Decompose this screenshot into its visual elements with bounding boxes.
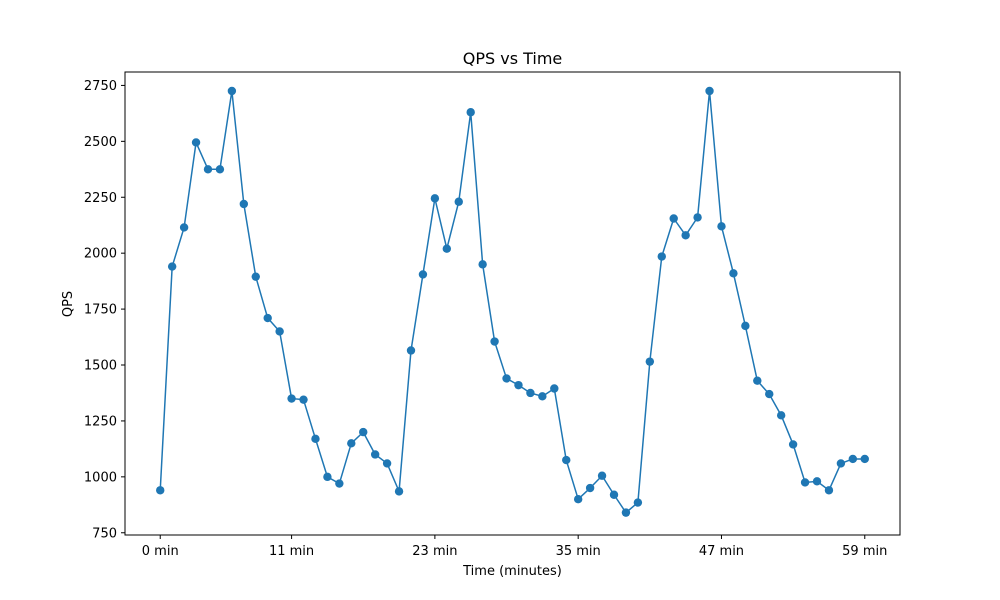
data-point xyxy=(442,244,452,253)
x-axis-label: Time (minutes) xyxy=(462,564,562,579)
y-tick-label: 2000 xyxy=(84,247,117,262)
data-point xyxy=(203,165,213,174)
data-point xyxy=(860,454,869,464)
data-point xyxy=(311,434,320,444)
data-point xyxy=(657,252,666,261)
data-point xyxy=(347,439,356,448)
data-point xyxy=(454,197,463,206)
data-point xyxy=(550,384,559,393)
data-point xyxy=(490,337,499,346)
data-point xyxy=(788,440,798,449)
data-point xyxy=(275,327,284,336)
data-point xyxy=(741,321,750,331)
data-point xyxy=(526,388,535,398)
data-point xyxy=(394,487,404,496)
x-tick-label: 23 min xyxy=(412,544,457,559)
data-point xyxy=(287,394,296,403)
data-point xyxy=(848,454,858,464)
data-point xyxy=(693,213,702,222)
data-point xyxy=(729,269,738,278)
y-tick-label: 750 xyxy=(92,526,117,541)
data-point xyxy=(717,222,726,231)
data-point xyxy=(621,508,631,517)
plot-area xyxy=(156,86,869,517)
data-point xyxy=(645,357,655,366)
data-point xyxy=(227,86,237,96)
data-point xyxy=(323,472,332,482)
x-tick-label: 35 min xyxy=(556,544,601,559)
data-point xyxy=(597,471,607,480)
data-point xyxy=(585,483,595,493)
data-point xyxy=(681,231,690,240)
data-point xyxy=(167,262,177,271)
data-point xyxy=(418,270,428,279)
chart-title: QPS vs Time xyxy=(463,49,563,68)
data-point xyxy=(179,223,189,232)
data-point xyxy=(633,498,643,507)
data-point xyxy=(251,272,260,281)
data-point xyxy=(800,478,810,487)
x-tick-label: 11 min xyxy=(269,544,314,559)
data-point xyxy=(406,346,416,355)
data-point xyxy=(538,392,547,401)
data-point xyxy=(191,138,201,147)
data-point xyxy=(215,165,225,174)
data-point xyxy=(478,260,487,269)
data-point xyxy=(335,479,344,488)
data-point xyxy=(776,411,786,420)
data-point xyxy=(836,459,846,468)
data-point xyxy=(812,477,822,486)
y-tick-label: 1750 xyxy=(84,303,117,318)
data-point xyxy=(239,199,249,209)
data-point xyxy=(609,490,619,499)
data-point xyxy=(765,389,774,399)
data-point xyxy=(466,108,475,117)
data-point xyxy=(370,450,380,459)
data-point xyxy=(705,86,714,96)
axes-frame xyxy=(124,71,901,536)
y-tick-label: 1500 xyxy=(84,359,117,374)
data-point xyxy=(263,313,272,323)
data-point xyxy=(514,380,523,390)
data-point xyxy=(156,486,165,495)
y-tick-label: 2750 xyxy=(84,79,117,94)
x-tick-label: 0 min xyxy=(142,544,179,559)
axes: 0 min 11 min 23 min 35 min 47 min 59 min 750 10… xyxy=(84,71,901,559)
data-point xyxy=(562,455,571,465)
data-point xyxy=(573,495,583,504)
data-point xyxy=(359,427,368,437)
y-tick-label: 2250 xyxy=(84,191,117,206)
y-tick-label: 1000 xyxy=(84,470,117,485)
data-point xyxy=(753,376,762,385)
data-point xyxy=(299,395,308,404)
y-tick-label: 2500 xyxy=(84,135,117,150)
data-point xyxy=(824,486,834,495)
data-point xyxy=(382,459,392,468)
y-tick-label: 1250 xyxy=(84,414,117,429)
x-tick-label: 59 min xyxy=(842,544,887,559)
x-tick-label: 47 min xyxy=(699,544,744,559)
y-axis-label: QPS xyxy=(61,291,76,317)
data-point xyxy=(502,374,511,383)
data-point xyxy=(669,214,678,223)
data-point xyxy=(430,194,440,203)
